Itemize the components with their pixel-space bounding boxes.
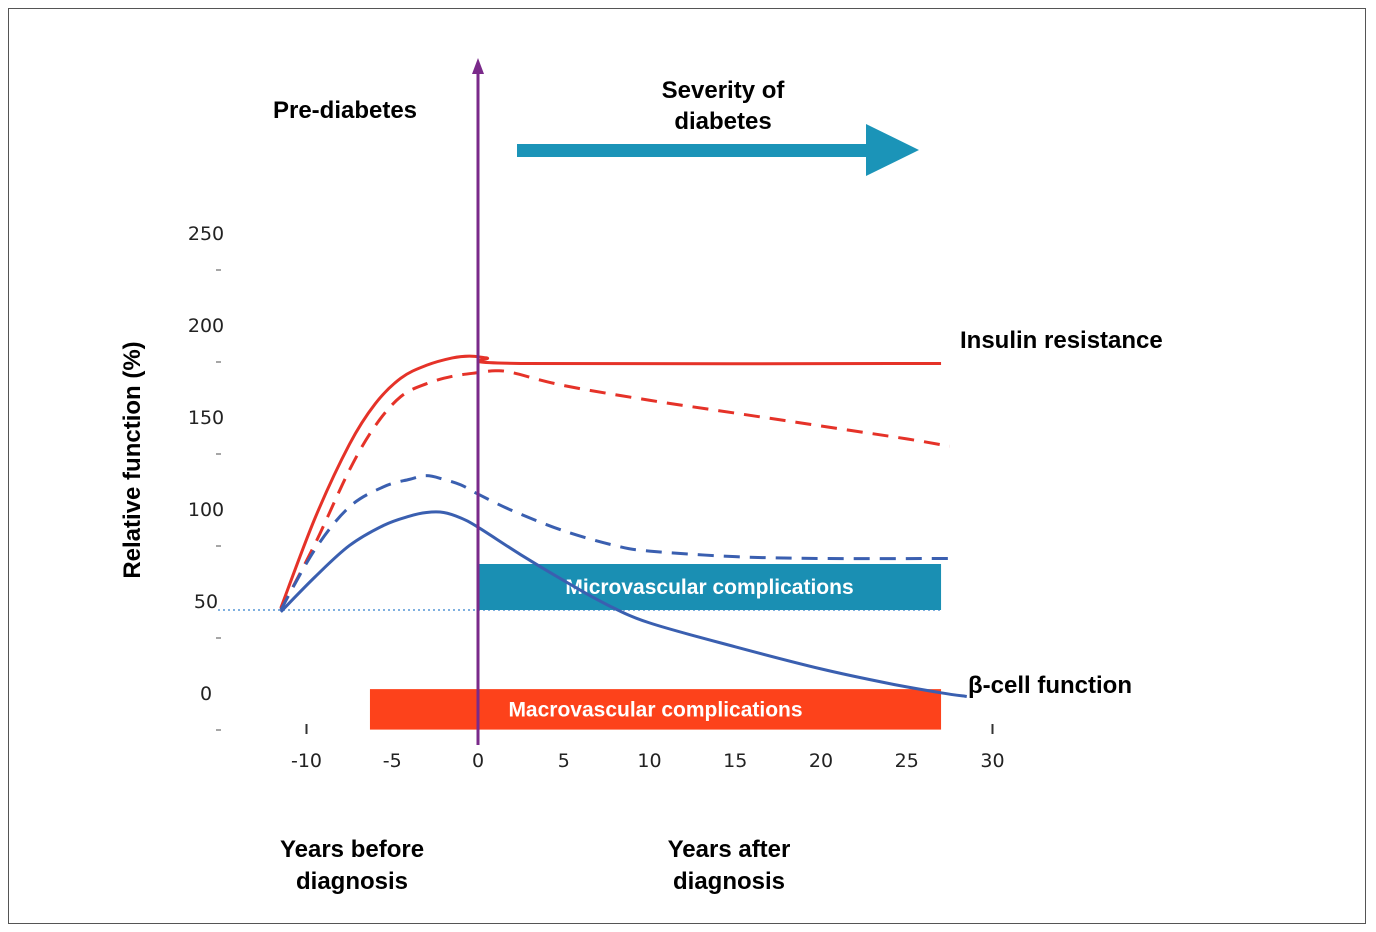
y-tick-label: 150	[188, 407, 224, 429]
insulin-resistance-line	[279, 354, 942, 609]
axis-layer: 0 50 100 150 200 250 -10 -5 0 5 10 15 20 25 30	[188, 58, 1005, 772]
severity-arrow-head	[866, 124, 919, 176]
microvascular-band-label: Microvascular complications	[565, 576, 853, 599]
x-tick-label: 30	[980, 750, 1004, 772]
beta-cell-function-label: β-cell function	[968, 672, 1132, 699]
x-tick-label: 10	[637, 750, 661, 772]
macrovascular-band	[369, 689, 942, 730]
chart-frame	[8, 8, 1366, 924]
x-tick-label: 20	[809, 750, 833, 772]
y-tick-label: 0	[200, 683, 212, 705]
x-tick-label: 25	[895, 750, 919, 772]
x-caption-after-line-1: Years after	[668, 836, 791, 863]
severity-label-line-1: Severity of	[662, 77, 786, 104]
series-layer	[279, 354, 967, 698]
x-tick-label: -10	[291, 750, 322, 772]
y-tick-label: 100	[188, 499, 224, 521]
y-tick-label: 200	[188, 315, 224, 337]
x-tick-label: -5	[383, 750, 402, 772]
x-caption-after-line-2: diagnosis	[673, 868, 785, 895]
severity-arrow-icon	[517, 124, 919, 176]
beta-cell-function-line	[279, 510, 967, 698]
x-tick-label: 0	[472, 750, 484, 772]
diagnosis-arrow-icon	[472, 58, 484, 74]
x-caption-before-line-2: diagnosis	[296, 868, 408, 895]
x-caption-before-line-1: Years before	[280, 836, 424, 863]
y-axis-label: Relative function (%)	[119, 341, 146, 578]
y-tick-label: 50	[194, 591, 218, 613]
x-tick-label: 15	[723, 750, 747, 772]
y-tick-label: 250	[188, 223, 224, 245]
macrovascular-band-label: Macrovascular complications	[508, 698, 802, 721]
bands-layer: Microvascular complications Macrovascular…	[369, 564, 942, 730]
insulin-resistance-dashed-line	[279, 369, 950, 611]
microvascular-band	[478, 564, 942, 610]
insulin-resistance-label: Insulin resistance	[960, 327, 1163, 354]
severity-label-line-2: diabetes	[674, 108, 771, 135]
x-tick-label: 5	[558, 750, 570, 772]
pre-diabetes-label: Pre-diabetes	[273, 97, 417, 124]
severity-arrow-shaft	[517, 144, 871, 157]
